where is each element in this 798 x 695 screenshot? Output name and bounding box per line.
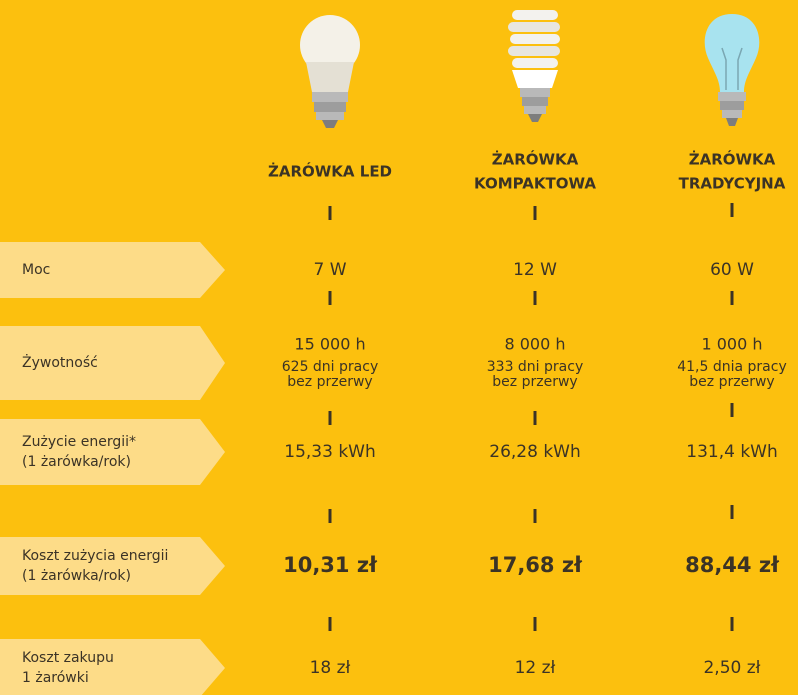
cell-note: 333 dni pracy [487,359,583,375]
cell-value: 2,50 zł [703,658,760,678]
row-label: Koszt zużycia energii [22,548,168,564]
row-label-box [0,639,225,695]
separator [534,291,537,305]
row-label: Moc [22,262,50,278]
cell-value: 18 zł [310,658,351,678]
cell-note: 41,5 dnia pracy [677,359,787,375]
cell-note: bez przerwy [287,374,372,390]
column-header: TRADYCYJNA [679,175,786,193]
row-label: Zużycie energii* [22,434,136,450]
separator [534,411,537,425]
row-label: (1 żarówka/rok) [22,568,131,584]
cell-value: 15 000 h [294,335,365,354]
separator [731,291,734,305]
led-bulb-icon [300,15,360,128]
column-header: KOMPAKTOWA [474,175,596,193]
cell-value: 1 000 h [701,335,762,354]
cell-note: 625 dni pracy [282,359,378,375]
row-label: 1 żarówki [22,670,89,686]
column-header: ŻARÓWKA LED [268,162,392,181]
incandescent-bulb-icon [705,14,760,126]
separator [329,206,332,220]
separator [534,617,537,631]
separator [329,617,332,631]
separator [731,403,734,417]
column-header: ŻARÓWKA [689,150,776,169]
separator [534,206,537,220]
separator [329,509,332,523]
cell-value: 26,28 kWh [489,442,581,462]
separator [731,505,734,519]
separator [731,617,734,631]
cfl-bulb-icon [508,10,560,122]
cell-value: 7 W [313,260,346,280]
row-label-box [0,419,225,485]
cell-value: 60 W [710,260,754,280]
column-header: ŻARÓWKA [492,150,579,169]
infographic: ŻARÓWKA LED ŻARÓWKA KOMPAKTOWA ŻARÓWKA TRADY… [0,0,798,695]
separator [534,509,537,523]
cell-note: bez przerwy [492,374,577,390]
separator [329,291,332,305]
cell-value: 10,31 zł [283,553,378,577]
cell-value: 12 W [513,260,557,280]
separator [731,203,734,217]
row-label: (1 żarówka/rok) [22,454,131,470]
cell-value: 88,44 zł [685,553,780,577]
row-label: Koszt zakupu [22,650,114,666]
separator [329,411,332,425]
cell-value: 12 zł [515,658,556,678]
cell-value: 17,68 zł [488,553,583,577]
cell-note: bez przerwy [689,374,774,390]
row-label-box [0,537,225,595]
cell-value: 8 000 h [504,335,565,354]
cell-value: 131,4 kWh [686,442,778,462]
cell-value: 15,33 kWh [284,442,376,462]
row-label: Żywotność [22,353,98,371]
